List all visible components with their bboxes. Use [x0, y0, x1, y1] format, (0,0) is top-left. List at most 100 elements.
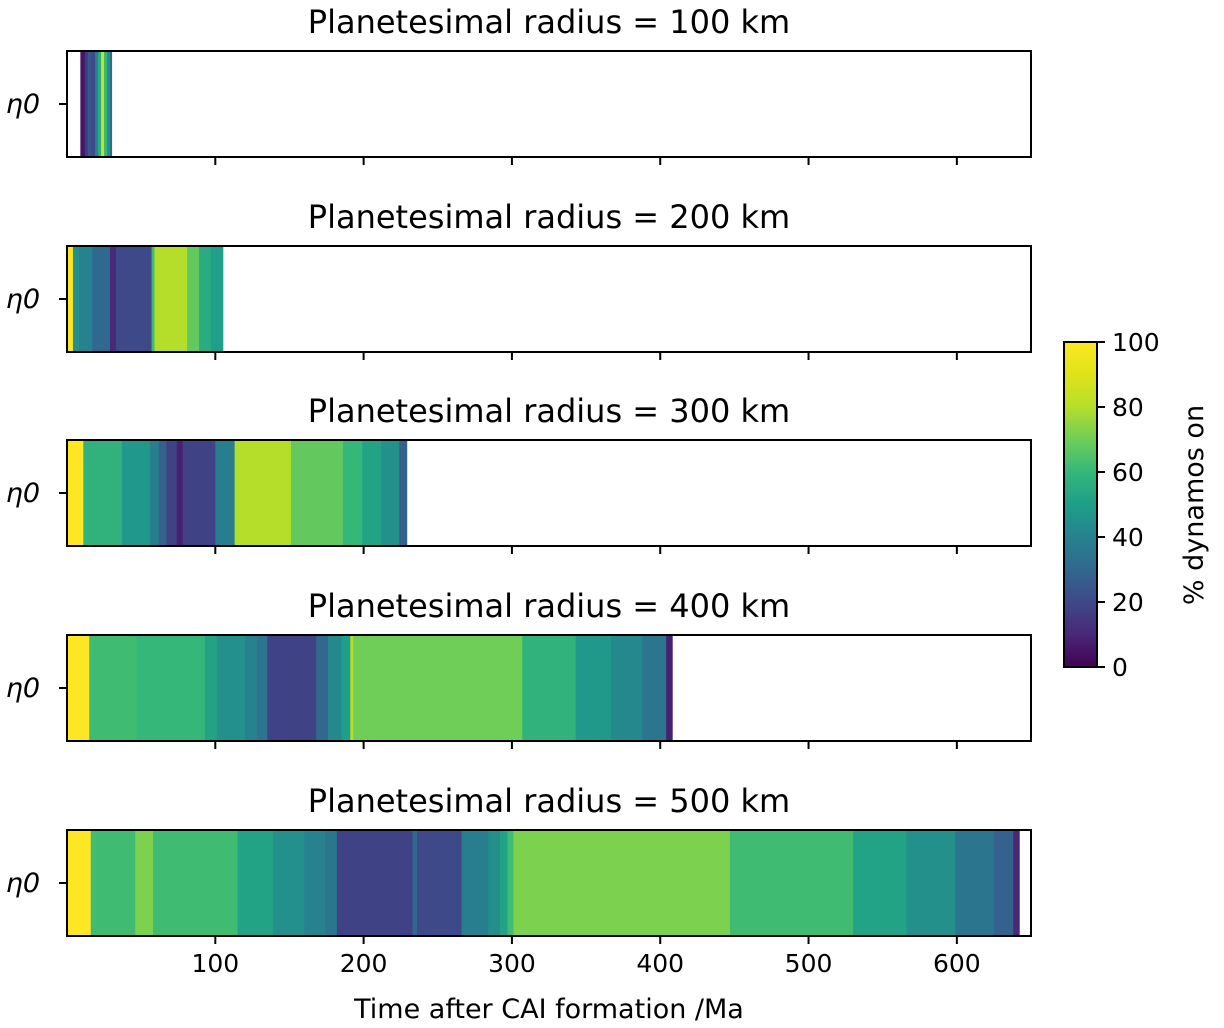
y-tick-label: η0 — [6, 284, 40, 315]
heatmap-cell — [993, 830, 1014, 936]
panel-title: Planetesimal radius = 300 km — [308, 392, 790, 430]
heatmap-cell — [342, 440, 363, 546]
panel-title: Planetesimal radius = 400 km — [308, 587, 790, 625]
heatmap-cell — [666, 635, 673, 741]
heatmap-cell — [642, 635, 667, 741]
heatmap-cell — [399, 440, 408, 546]
heatmap-cell — [1013, 830, 1020, 936]
colorbar-tick-label: 40 — [1112, 523, 1144, 552]
heatmap-cell — [101, 51, 105, 157]
heatmap-cell — [381, 440, 400, 546]
heatmap-cell — [153, 830, 239, 936]
heatmap-cell — [341, 635, 351, 741]
heatmap-cell — [90, 830, 136, 936]
colorbar-gradient — [1063, 341, 1098, 668]
panel-frame — [66, 50, 1032, 158]
heatmap-cell — [151, 246, 156, 352]
heatmap-cell — [104, 51, 108, 157]
heatmap-cell — [67, 635, 90, 741]
heatmap-cell — [72, 246, 80, 352]
heatmap-cell — [267, 635, 317, 741]
heatmap-cell — [84, 51, 89, 157]
heatmap-cell — [115, 246, 153, 352]
heatmap-cell — [522, 635, 577, 741]
heatmap-cell — [215, 440, 236, 546]
heatmap-cell — [78, 246, 93, 352]
heatmap-cell — [187, 246, 200, 352]
colorbar-label: % dynamos on — [1179, 405, 1210, 605]
heatmap-cell — [729, 830, 854, 936]
y-tick-label: η0 — [6, 673, 40, 704]
colorbar-tick-label: 20 — [1112, 588, 1144, 617]
heatmap-cell — [95, 51, 99, 157]
heatmap-cell — [92, 246, 111, 352]
heatmap-cell — [906, 830, 956, 936]
x-tick-label: 600 — [933, 949, 981, 978]
colorbar-tick-label: 80 — [1112, 393, 1144, 422]
colorbar-tick-label: 0 — [1112, 653, 1128, 682]
heatmap-cell — [853, 830, 908, 936]
heatmap-cell — [135, 830, 154, 936]
heatmap-cell — [158, 440, 167, 546]
heatmap-cell — [83, 440, 123, 546]
panels: Planetesimal radius = 100 kmη0Planetesim… — [6, 3, 1032, 978]
heatmap-cell — [500, 830, 509, 936]
y-tick-label: η0 — [6, 868, 40, 899]
x-tick-label: 400 — [636, 949, 684, 978]
heatmap-cell — [325, 830, 338, 936]
panel-title: Planetesimal radius = 200 km — [308, 198, 790, 236]
heatmap-cell — [216, 635, 246, 741]
heatmap-cell — [234, 440, 292, 546]
x-axis-label: Time after CAI formation /Ma — [353, 994, 744, 1025]
heatmap-cell — [513, 830, 731, 936]
colorbar: 0 20 40 60 80 100 % dynamos on — [1063, 328, 1210, 682]
panel: Planetesimal radius = 100 km η0 — [6, 3, 1032, 165]
heatmap-cell — [328, 635, 342, 741]
heatmap-cell — [316, 635, 329, 741]
heatmap-cell — [412, 830, 418, 936]
panel-title: Planetesimal radius = 100 km — [308, 3, 790, 41]
heatmap-cell — [353, 635, 523, 741]
heatmap-cell — [575, 635, 612, 741]
colorbar-tick-label: 60 — [1112, 458, 1144, 487]
heatmap-cell — [362, 440, 383, 546]
panel: Planetesimal radius = 400 km η0 — [6, 587, 1032, 749]
x-tick-label: 100 — [191, 949, 239, 978]
heatmap-cell — [107, 51, 111, 157]
heatmap-cell — [304, 830, 326, 936]
y-tick-label: η0 — [6, 89, 40, 120]
heatmap-cell — [150, 440, 160, 546]
heatmap-cell — [154, 246, 188, 352]
heatmap-cell — [110, 51, 113, 157]
heatmap-cell — [507, 830, 515, 936]
heatmap-cell — [273, 830, 305, 936]
heatmap-cell — [90, 51, 96, 157]
heatmap-cell — [955, 830, 995, 936]
heatmap-cell — [67, 440, 84, 546]
heatmap-cell — [244, 635, 258, 741]
heatmap-cell — [67, 830, 92, 936]
heatmap-cell — [256, 635, 268, 741]
y-tick-label: η0 — [6, 478, 40, 509]
heatmap-cell — [350, 635, 354, 741]
x-tick-label: 500 — [785, 949, 833, 978]
heatmap-cell — [461, 830, 489, 936]
x-tick-label: 200 — [340, 949, 388, 978]
heatmap-cell — [210, 246, 224, 352]
heatmap-cell — [182, 440, 216, 546]
heatmap-cell — [237, 830, 274, 936]
heatmap-cell — [80, 51, 86, 157]
heatmap-cell — [166, 440, 178, 546]
heatmap-cell — [176, 440, 184, 546]
heatmap-cell — [121, 440, 151, 546]
heatmap-cell — [87, 51, 92, 157]
heatmap-cell — [488, 830, 501, 936]
panel: Planetesimal radius = 300 km η0 — [6, 392, 1032, 554]
heatmap-cell — [98, 51, 102, 157]
x-tick-label: 300 — [488, 949, 536, 978]
heatmap-cell — [110, 246, 117, 352]
heatmap-cell — [136, 635, 206, 741]
heatmap-cell — [290, 440, 344, 546]
colorbar-tick-label: 100 — [1112, 328, 1160, 357]
